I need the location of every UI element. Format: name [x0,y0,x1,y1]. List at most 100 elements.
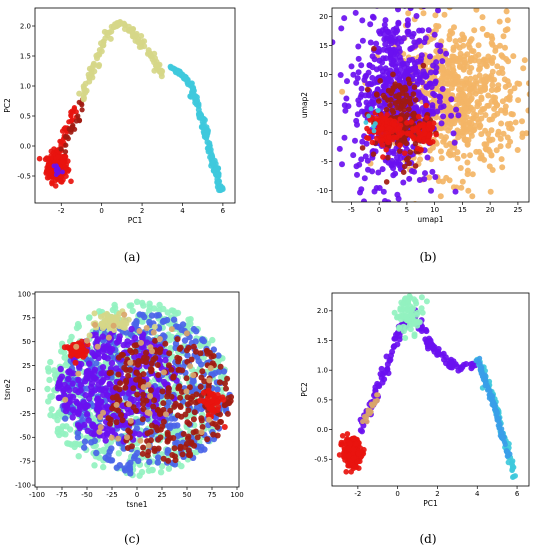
point-c-3 [199,424,206,430]
point-c-3 [121,364,128,371]
point-c-1 [174,432,182,440]
point-b-4 [426,132,432,139]
point-c-1 [74,434,82,441]
point-d-0 [342,457,348,463]
point-c-1 [197,447,205,454]
xtick-label-d: 0 [395,490,399,498]
point-c-2 [99,333,107,340]
point-c-1 [146,458,153,466]
point-c-3 [170,435,177,441]
point-c-7 [137,437,144,444]
point-d-0 [344,431,351,437]
point-c-2 [75,376,82,384]
point-d-1 [375,382,382,389]
point-c-7 [163,411,169,418]
point-b-0 [504,121,511,128]
point-b-2 [407,101,414,107]
point-a-5 [60,169,65,175]
point-b-5 [366,113,371,119]
point-c-3 [139,416,146,423]
point-c-7 [105,334,112,341]
point-c-3 [210,353,217,359]
point-b-2 [396,94,402,101]
point-d-0 [347,440,354,447]
point-d-1 [384,365,391,372]
point-c-5 [214,407,221,414]
xtick-label-c: 50 [183,491,192,499]
point-b-0 [450,47,457,53]
point-b-1 [431,31,438,38]
point-c-2 [55,380,63,388]
point-b-0 [502,103,509,110]
point-c-3 [187,399,194,406]
point-c-3 [165,437,171,444]
point-d-1 [381,376,388,383]
point-c-1 [166,424,174,432]
point-c-2 [100,343,107,350]
point-b-1 [422,35,429,42]
point-b-0 [485,146,492,153]
point-d-0 [338,441,345,448]
ytick-label-a: 2.0 [20,22,31,30]
point-b-1 [436,98,443,105]
point-a-0 [63,167,70,173]
axes-frame-d [331,292,530,487]
point-c-3 [119,417,126,424]
point-c-0 [128,302,135,309]
point-c-0 [51,413,58,420]
point-c-2 [124,341,131,349]
point-b-0 [448,202,454,208]
point-d-2 [418,294,425,301]
point-b-2 [385,154,391,161]
point-c-0 [47,358,54,366]
point-b-4 [423,102,430,109]
point-b-1 [426,80,433,87]
ytick-label-d: 1.0 [317,367,328,375]
point-c-1 [108,445,115,452]
point-b-0 [466,125,473,132]
point-c-2 [83,402,90,409]
point-b-0 [469,193,476,200]
point-c-1 [155,312,162,319]
point-c-3 [224,375,231,382]
point-c-3 [193,391,200,398]
point-c-2 [88,383,95,391]
point-c-7 [124,434,130,441]
point-d-0 [339,433,346,439]
point-c-1 [190,325,198,333]
point-b-5 [373,121,378,126]
point-b-3 [384,118,390,125]
point-b-0 [493,147,500,154]
point-c-2 [69,406,77,414]
point-c-0 [68,333,75,341]
point-b-0 [472,78,479,85]
point-d-0 [345,445,352,452]
point-b-0 [464,99,471,106]
point-a-0 [59,159,66,165]
point-b-3 [404,120,410,126]
point-b-0 [453,76,460,83]
point-a-1 [68,113,74,119]
point-c-3 [198,417,205,424]
point-b-1 [424,154,431,161]
point-c-7 [145,442,152,449]
ylabel-a: PC2 [3,98,12,113]
point-c-0 [75,453,82,460]
point-b-1 [336,145,343,152]
point-b-1 [350,71,357,78]
points-d [336,293,518,481]
point-b-0 [526,91,529,98]
point-b-1 [365,81,371,88]
point-c-7 [97,414,104,420]
point-d-0 [343,469,350,475]
point-d-5 [502,441,508,448]
point-c-7 [75,370,82,377]
point-b-0 [440,65,447,72]
point-a-2 [63,142,69,148]
xtick-label-d: 4 [475,490,480,498]
point-b-1 [371,188,378,195]
point-c-3 [107,420,114,427]
point-b-2 [412,163,419,169]
point-d-3 [360,418,366,425]
point-b-0 [495,128,502,135]
